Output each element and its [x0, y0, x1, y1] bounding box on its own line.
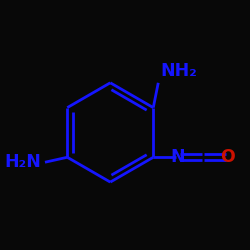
- Text: O: O: [220, 148, 235, 166]
- Text: N: N: [171, 148, 186, 166]
- Text: NH₂: NH₂: [161, 62, 198, 80]
- Text: H₂N: H₂N: [4, 153, 41, 171]
